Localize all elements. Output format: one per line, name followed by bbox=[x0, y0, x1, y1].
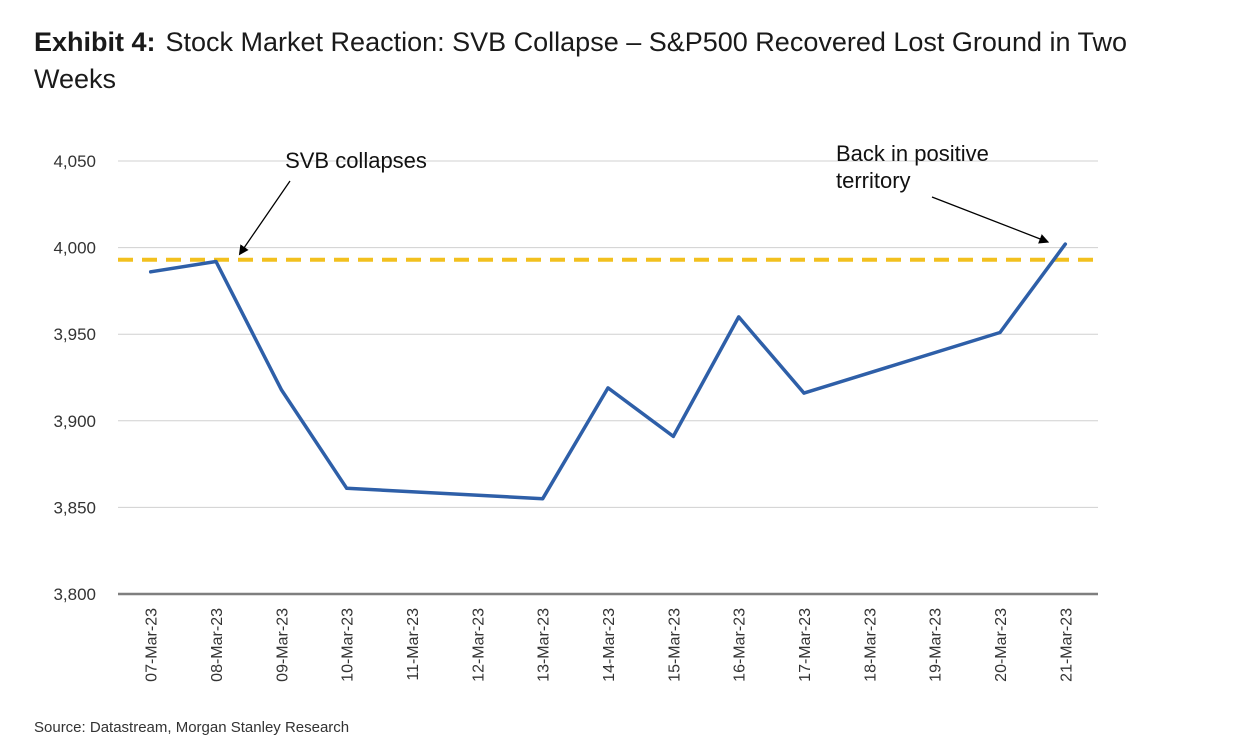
series-layer bbox=[148, 242, 1068, 501]
x-tick-label: 12-Mar-23 bbox=[470, 608, 487, 682]
x-tick-label: 17-Mar-23 bbox=[797, 608, 814, 682]
annotation-back-positive: Back in positive territory bbox=[836, 141, 989, 193]
x-tick-label: 18-Mar-23 bbox=[862, 608, 879, 682]
data-point bbox=[671, 434, 675, 438]
x-tick-label: 16-Mar-23 bbox=[732, 608, 749, 682]
x-tick-label: 10-Mar-23 bbox=[340, 608, 357, 682]
annotation-line: territory bbox=[836, 168, 911, 193]
y-tick-label: 4,000 bbox=[53, 239, 96, 258]
x-tick-label: 08-Mar-23 bbox=[209, 608, 226, 682]
y-axis: 3,800 3,850 3,900 3,950 4,000 4,050 bbox=[53, 152, 96, 604]
y-tick-label: 3,950 bbox=[53, 325, 96, 344]
x-axis: 07-Mar-23 08-Mar-23 09-Mar-23 10-Mar-23 11-M… bbox=[144, 608, 1076, 682]
x-tick-label: 19-Mar-23 bbox=[928, 608, 945, 682]
x-tick-label: 21-Mar-23 bbox=[1058, 608, 1075, 682]
series-line bbox=[148, 242, 1068, 501]
x-tick-label: 13-Mar-23 bbox=[536, 608, 553, 682]
data-point bbox=[149, 270, 153, 274]
data-point bbox=[279, 388, 283, 392]
annotation-line: Back in positive bbox=[836, 141, 989, 166]
exhibit-label: Exhibit 4: bbox=[34, 27, 156, 57]
data-point bbox=[1063, 242, 1067, 246]
data-point bbox=[606, 386, 610, 390]
x-tick-label: 20-Mar-23 bbox=[993, 608, 1010, 682]
data-point bbox=[345, 486, 349, 490]
data-point bbox=[214, 259, 218, 263]
title-text: Stock Market Reaction: SVB Collapse – S&… bbox=[34, 27, 1128, 94]
gridlines bbox=[118, 160, 1098, 596]
data-point bbox=[541, 497, 545, 501]
data-point bbox=[998, 330, 1002, 334]
x-tick-label: 15-Mar-23 bbox=[666, 608, 683, 682]
data-point bbox=[802, 391, 806, 395]
x-tick-label: 07-Mar-23 bbox=[144, 608, 161, 682]
annotations: SVB collapses Back in positive territory bbox=[238, 141, 1050, 256]
x-tick-label: 11-Mar-23 bbox=[405, 608, 422, 681]
annotation-svb-collapses: SVB collapses bbox=[285, 148, 427, 173]
data-point bbox=[737, 315, 741, 319]
y-tick-label: 4,050 bbox=[53, 152, 96, 171]
annotation-arrow bbox=[931, 196, 1050, 244]
chart-title: Exhibit 4: Stock Market Reaction: SVB Col… bbox=[34, 24, 1184, 98]
y-tick-label: 3,800 bbox=[53, 585, 96, 604]
source-note: Source: Datastream, Morgan Stanley Resea… bbox=[34, 719, 350, 736]
x-tick-label: 09-Mar-23 bbox=[274, 608, 291, 682]
annotation-arrow bbox=[238, 180, 291, 256]
y-tick-label: 3,850 bbox=[53, 498, 96, 517]
x-tick-label: 14-Mar-23 bbox=[601, 608, 618, 682]
y-tick-label: 3,900 bbox=[53, 412, 96, 431]
